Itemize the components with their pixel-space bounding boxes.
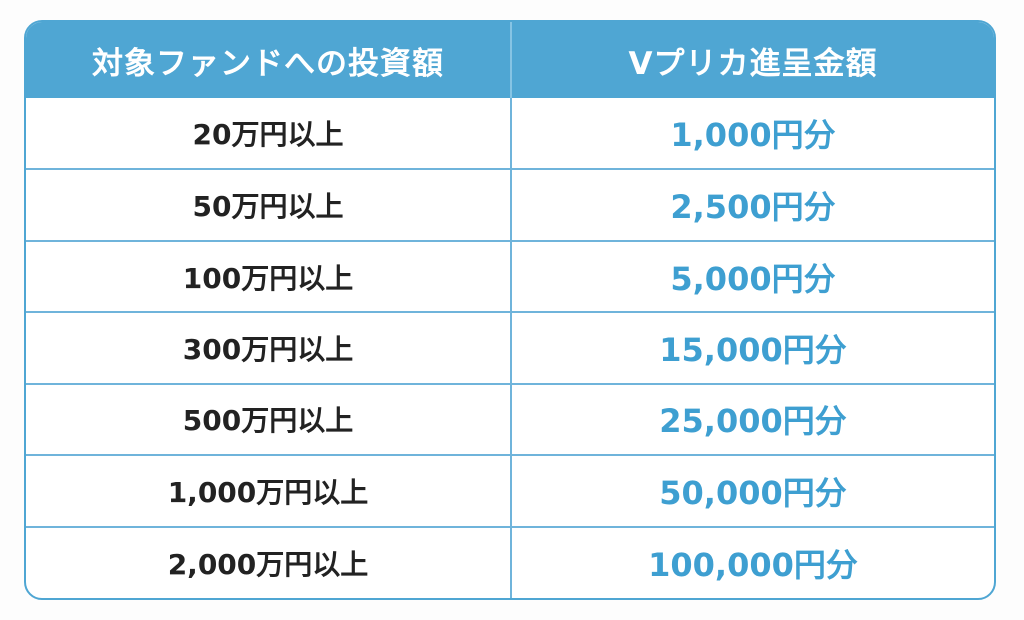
investment-amount-cell: 100万円以上 — [26, 239, 512, 313]
investment-amount-cell: 2,000万円以上 — [26, 525, 512, 598]
reward-amount-cell: 100,000円分 — [511, 525, 994, 598]
investment-amount-cell: 50万円以上 — [26, 168, 512, 241]
reward-amount-cell: 50,000円分 — [511, 454, 994, 527]
investment-amount-cell: 1,000万円以上 — [26, 454, 512, 527]
reward-amount-cell: 2,500円分 — [511, 168, 994, 241]
investment-amount-cell: 20万円以上 — [26, 98, 512, 170]
reward-table-grid: 対象ファンドへの投資額 Vプリカ進呈金額 20万円以上 1,000円分 50万円… — [26, 22, 994, 598]
reward-amount-cell: 5,000円分 — [511, 239, 994, 313]
table-row: 50万円以上 2,500円分 — [26, 168, 994, 241]
reward-table: 対象ファンドへの投資額 Vプリカ進呈金額 20万円以上 1,000円分 50万円… — [24, 20, 996, 600]
table-row: 2,000万円以上 100,000円分 — [26, 525, 994, 598]
table-row: 20万円以上 1,000円分 — [26, 98, 994, 170]
table-row: 300万円以上 15,000円分 — [26, 311, 994, 384]
reward-amount-cell: 1,000円分 — [670, 116, 836, 155]
investment-amount-cell: 300万円以上 — [26, 311, 512, 384]
header-vpreca-reward: Vプリカ進呈金額 — [628, 45, 878, 82]
table-row: 500万円以上 25,000円分 — [26, 382, 994, 456]
header-investment-amount: 対象ファンドへの投資額 — [26, 22, 512, 98]
reward-amount-cell: 15,000円分 — [511, 311, 994, 384]
header-row: 対象ファンドへの投資額 Vプリカ進呈金額 — [26, 22, 994, 98]
table-header: 対象ファンドへの投資額 Vプリカ進呈金額 — [26, 22, 994, 98]
table-row: 1,000万円以上 50,000円分 — [26, 454, 994, 527]
reward-amount-cell: 25,000円分 — [511, 382, 994, 456]
table-body: 20万円以上 1,000円分 50万円以上 2,500円分 100万円以上 5,… — [26, 98, 994, 598]
investment-amount-cell: 500万円以上 — [26, 382, 512, 456]
table-row: 100万円以上 5,000円分 — [26, 239, 994, 313]
